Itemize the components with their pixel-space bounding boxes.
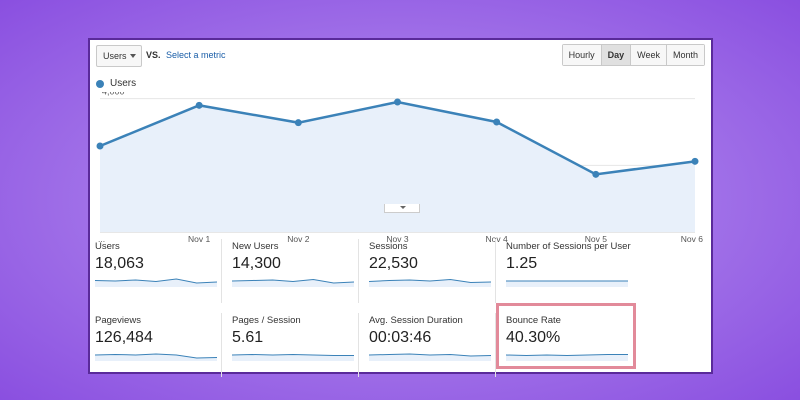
- metric-label: New Users: [232, 241, 279, 252]
- sparkline: [232, 278, 354, 287]
- analytics-panel: Users VS. Select a metric Hourly Day Wee…: [88, 38, 713, 377]
- chevron-down-icon: [130, 54, 136, 58]
- data-point: [691, 157, 699, 165]
- vs-label: VS.: [146, 50, 161, 60]
- sparkline-line: [369, 278, 491, 284]
- sparkline: [369, 353, 491, 361]
- metric-value: 14,300: [232, 255, 281, 272]
- metric-card[interactable]: Users 18,063: [90, 239, 222, 303]
- data-point: [294, 119, 302, 127]
- metric-value: 1.25: [506, 255, 538, 272]
- sparkline-line: [95, 278, 217, 284]
- metric-label: Avg. Session Duration: [369, 315, 463, 326]
- data-point: [394, 98, 401, 106]
- range-day-button[interactable]: Day: [601, 45, 632, 65]
- metric-value: 40.30%: [506, 329, 561, 346]
- sparkline-line: [232, 278, 354, 284]
- metric-label: Users: [95, 241, 120, 252]
- time-range-toggle: Hourly Day Week Month: [561, 44, 705, 66]
- sparkline-line: [95, 353, 217, 359]
- sparkline: [506, 354, 628, 361]
- metric-card[interactable]: Avg. Session Duration 00:03:46: [364, 313, 496, 377]
- sparkline: [369, 278, 491, 287]
- x-tick-label: Nov 1: [188, 234, 210, 242]
- data-point: [592, 170, 600, 178]
- x-tick-label: Nov 2: [287, 234, 309, 242]
- x-tick-label: ...: [98, 234, 105, 242]
- area-fill: [100, 102, 695, 232]
- data-point: [493, 118, 501, 126]
- sparkline-fill: [506, 281, 628, 287]
- data-point: [96, 142, 104, 150]
- x-tick-label: Nov 4: [486, 234, 508, 242]
- sparkline-fill: [95, 354, 217, 361]
- metric-card[interactable]: Sessions 22,530: [364, 239, 496, 303]
- y-tick-label: 4,000: [102, 92, 125, 97]
- metric-value: 18,063: [95, 255, 144, 272]
- metric-label: Pageviews: [95, 315, 141, 326]
- metric-card[interactable]: New Users 14,300: [227, 239, 359, 303]
- sparkline-fill: [232, 354, 354, 361]
- sparkline-line: [506, 354, 628, 357]
- sparkline-line: [232, 353, 354, 356]
- metric-label: Pages / Session: [232, 315, 301, 326]
- metric-value: 22,530: [369, 255, 418, 272]
- metric-card[interactable]: Pages / Session 5.61: [227, 313, 359, 377]
- sparkline: [506, 280, 628, 287]
- legend-dot-icon: [96, 79, 104, 88]
- range-week-button[interactable]: Week: [631, 45, 667, 65]
- range-hourly-button[interactable]: Hourly: [562, 45, 602, 65]
- chart-legend: Users: [96, 78, 136, 89]
- metric-label: Number of Sessions per User: [506, 241, 631, 252]
- sparkline: [95, 353, 217, 361]
- metric-card[interactable]: Number of Sessions per User 1.25: [501, 239, 633, 303]
- chevron-down-icon: [400, 206, 406, 209]
- sparkline-fill: [506, 354, 628, 361]
- metric-card[interactable]: Pageviews 126,484: [90, 313, 222, 377]
- x-tick-label: Nov 3: [386, 234, 408, 242]
- sparkline: [95, 278, 217, 287]
- data-point: [195, 101, 203, 109]
- x-tick-label: Nov 6: [681, 234, 703, 242]
- sparkline: [232, 353, 354, 361]
- metric-select-label: Users: [103, 51, 127, 61]
- sparkline-line: [369, 353, 491, 357]
- bounce-rate-highlight: [496, 303, 636, 369]
- metric-select[interactable]: Users: [96, 45, 142, 67]
- metric-value: 00:03:46: [369, 329, 432, 346]
- chart-collapse-handle[interactable]: [384, 204, 420, 213]
- metric-label: Sessions: [369, 241, 408, 252]
- legend-label: Users: [110, 78, 137, 89]
- x-tick-label: Nov 5: [585, 234, 607, 242]
- metric-value: 126,484: [95, 329, 153, 346]
- metric-value: 5.61: [232, 329, 264, 346]
- select-metric-link[interactable]: Select a metric: [166, 50, 226, 60]
- metric-label: Bounce Rate: [506, 315, 561, 326]
- range-month-button[interactable]: Month: [666, 45, 704, 65]
- metric-card[interactable]: Bounce Rate 40.30%: [501, 313, 633, 377]
